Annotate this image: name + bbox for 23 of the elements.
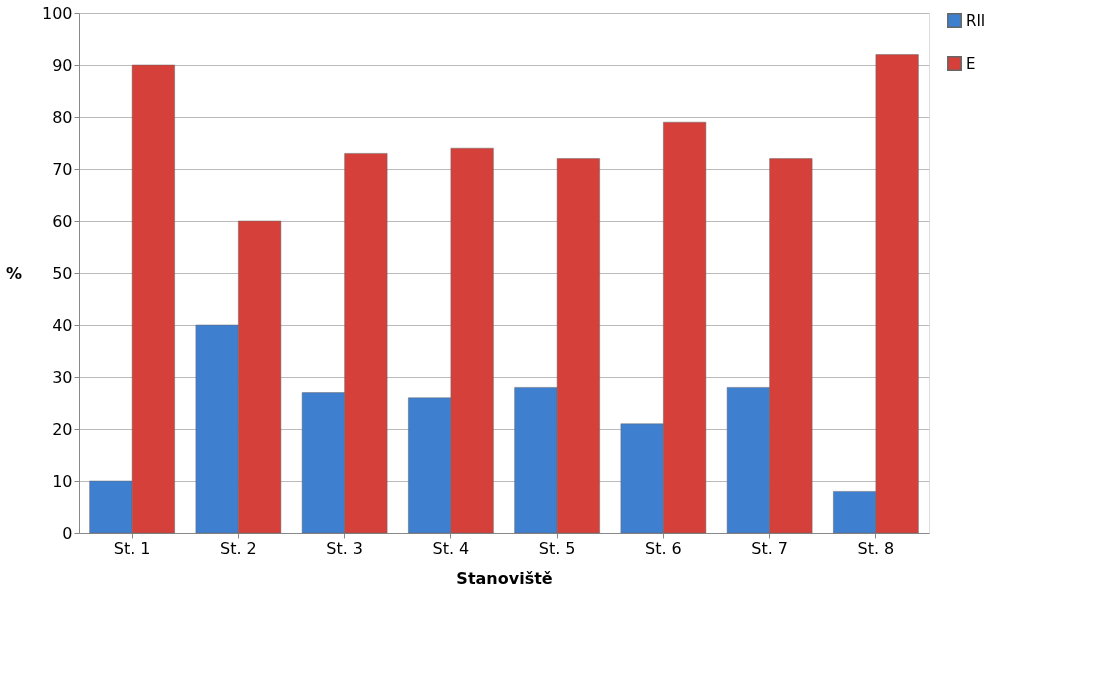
x-tick-label: St. 4: [432, 538, 470, 558]
y-tick-label: 100: [41, 3, 73, 23]
legend-label: E: [966, 54, 976, 73]
x-tick-label: St. 7: [751, 538, 789, 558]
legend-label: RII: [966, 11, 986, 30]
y-tick-label: 10: [52, 471, 73, 491]
y-axis-title: %: [5, 263, 22, 283]
y-tick-label: 80: [52, 107, 73, 127]
y-tick-label: 70: [52, 159, 73, 179]
y-tick-label: 20: [52, 419, 73, 439]
x-tick-label: St. 2: [219, 538, 257, 558]
y-tick-label: 60: [52, 211, 73, 231]
x-tick-label: St. 6: [644, 538, 682, 558]
x-tick-label: St. 3: [326, 538, 364, 558]
x-tick-label: St. 1: [113, 538, 151, 558]
y-tick-label: 50: [52, 263, 73, 283]
y-tick-label: 40: [52, 315, 73, 335]
y-tick-label: 90: [52, 55, 73, 75]
x-tick-label: St. 8: [857, 538, 895, 558]
y-tick-label: 0: [62, 523, 73, 543]
x-tick-label: St. 5: [538, 538, 576, 558]
x-axis-title: Stanoviště: [456, 568, 553, 588]
y-tick-label: 30: [52, 367, 73, 387]
